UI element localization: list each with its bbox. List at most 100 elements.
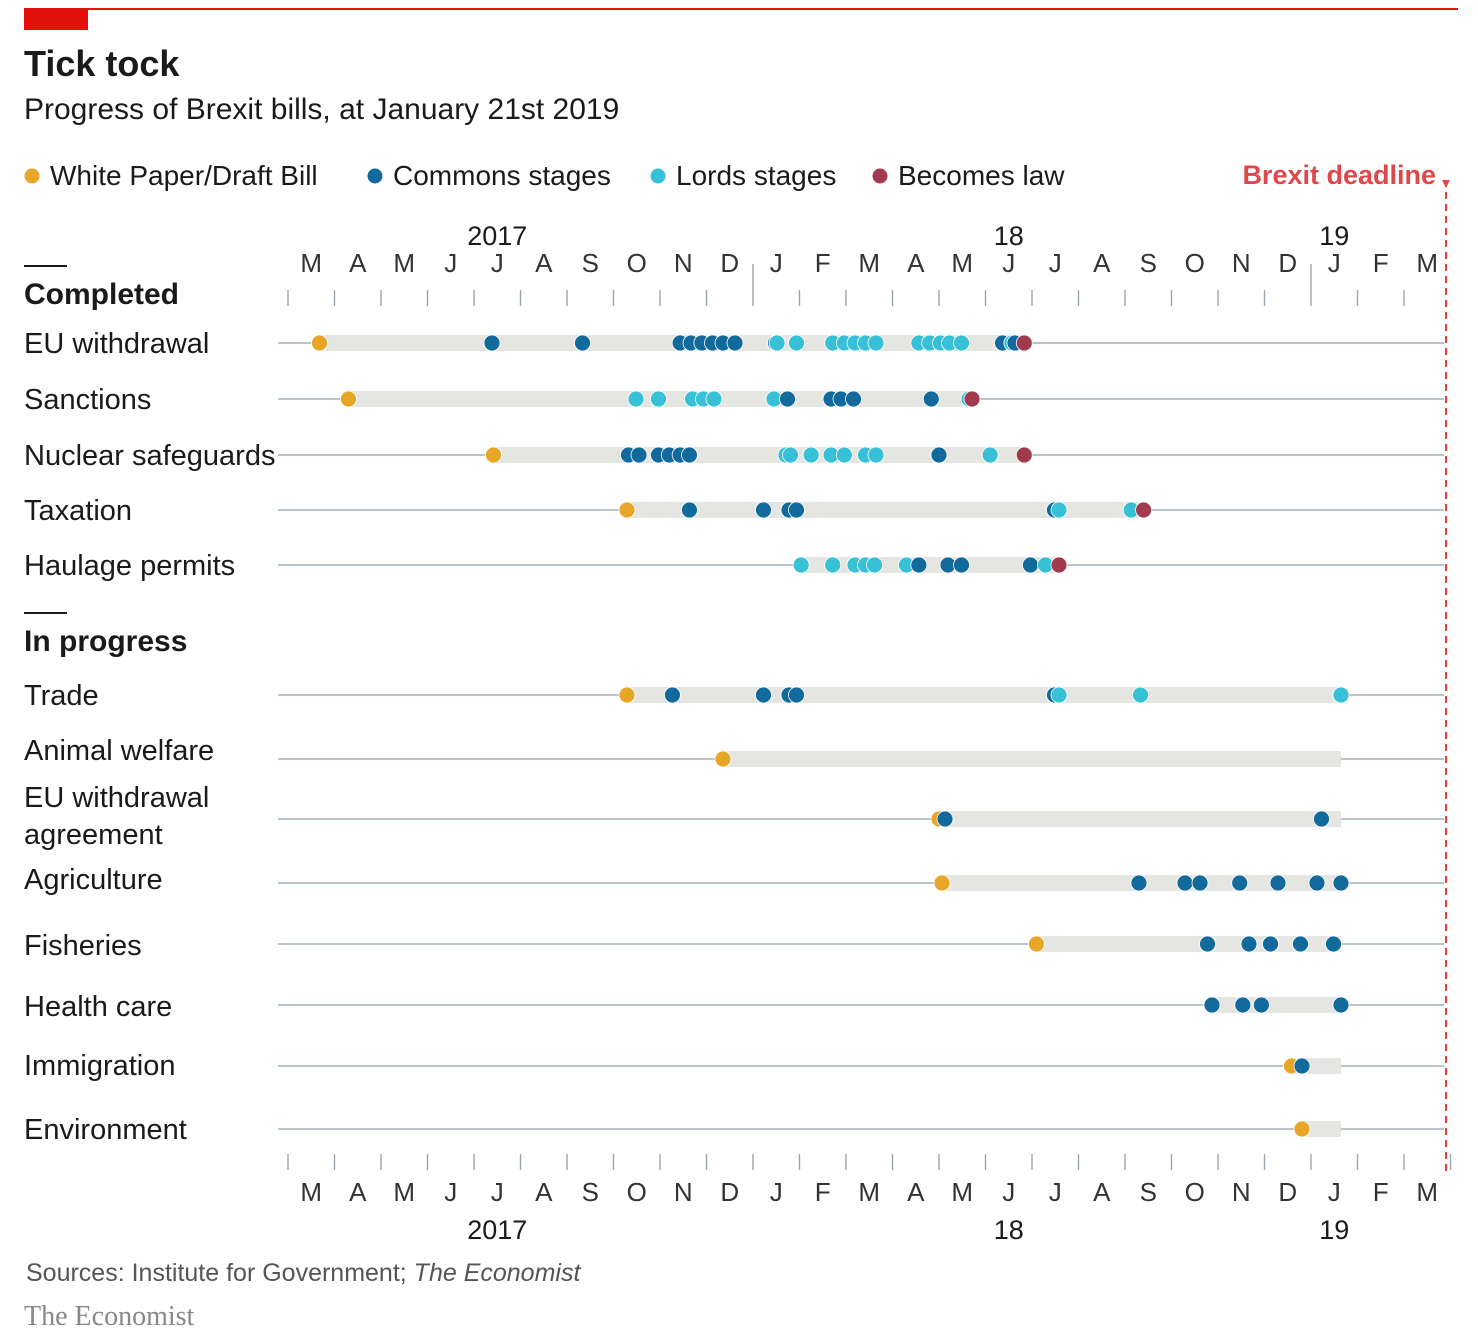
bottom-month-label: M bbox=[858, 1177, 880, 1207]
stage-dot-commons bbox=[1269, 874, 1287, 892]
bill-duration-band bbox=[940, 811, 1341, 827]
legend-law-dot bbox=[872, 168, 888, 184]
top-month-label: M bbox=[300, 248, 322, 278]
bottom-month-label: J bbox=[1002, 1177, 1015, 1207]
bottom-month-label: M bbox=[951, 1177, 973, 1207]
stage-dot-lords bbox=[867, 334, 885, 352]
stage-dot-lords bbox=[1332, 686, 1350, 704]
top-month-label: A bbox=[1093, 248, 1111, 278]
stage-dot-commons bbox=[483, 334, 501, 352]
top-month-label: A bbox=[349, 248, 367, 278]
bottom-month-label: A bbox=[349, 1177, 367, 1207]
section-heading-completed: Completed bbox=[24, 278, 179, 311]
bill-duration-band bbox=[723, 751, 1341, 767]
stage-dot-commons bbox=[910, 556, 928, 574]
bill-duration-band bbox=[1212, 997, 1341, 1013]
legend-commons-dot bbox=[367, 168, 383, 184]
stage-dot-law bbox=[1050, 556, 1068, 574]
bottom-year-label: 18 bbox=[994, 1215, 1024, 1245]
bill-label: Nuclear safeguards bbox=[24, 440, 275, 472]
bill-row-eu-withdrawal-agreement: EU withdrawal agreement bbox=[24, 782, 1444, 851]
bill-label: Health care bbox=[24, 991, 172, 1023]
stage-dot-commons bbox=[936, 810, 954, 828]
bill-row-animal-welfare: Animal welfare bbox=[24, 735, 1444, 768]
stage-dot-commons bbox=[726, 334, 744, 352]
stage-dot-lords bbox=[867, 446, 885, 464]
top-month-label: J bbox=[491, 248, 504, 278]
stage-dot-law bbox=[963, 390, 981, 408]
stage-dot-commons bbox=[1240, 935, 1258, 953]
top-month-label: J bbox=[1049, 248, 1062, 278]
bottom-month-label: M bbox=[300, 1177, 322, 1207]
stage-dot-commons bbox=[630, 446, 648, 464]
stage-dot-draft bbox=[1293, 1120, 1311, 1138]
top-year-label: 19 bbox=[1319, 221, 1349, 251]
bill-label: Fisheries bbox=[24, 930, 142, 962]
stage-dot-commons bbox=[1234, 996, 1252, 1014]
bottom-month-label: J bbox=[444, 1177, 457, 1207]
bill-row-nuclear-safeguards: Nuclear safeguards bbox=[24, 440, 1444, 472]
top-month-label: A bbox=[535, 248, 553, 278]
stage-dot-law bbox=[1015, 446, 1033, 464]
stage-dot-lords bbox=[953, 334, 970, 352]
top-rule bbox=[24, 8, 1458, 10]
bottom-month-label: D bbox=[720, 1177, 739, 1207]
stage-dot-commons bbox=[1191, 874, 1209, 892]
top-month-label: N bbox=[674, 248, 693, 278]
legend-draft-label: White Paper/Draft Bill bbox=[50, 160, 318, 191]
stage-dot-commons bbox=[1231, 874, 1249, 892]
stage-dot-commons bbox=[681, 501, 698, 519]
bill-row-eu-withdrawal: EU withdrawal bbox=[24, 328, 1444, 360]
bill-duration-band bbox=[1302, 1121, 1341, 1137]
stage-dot-draft bbox=[714, 750, 732, 768]
stage-dot-lords bbox=[1050, 501, 1068, 519]
bill-label: Environment bbox=[24, 1114, 187, 1146]
chart-title: Tick tock bbox=[24, 43, 180, 84]
top-month-label: M bbox=[1416, 248, 1438, 278]
stage-dot-lords bbox=[835, 446, 853, 464]
stage-dot-commons bbox=[788, 686, 805, 704]
stage-dot-lords bbox=[705, 390, 723, 408]
bottom-month-label: J bbox=[1049, 1177, 1062, 1207]
bill-row-taxation: Taxation bbox=[24, 495, 1444, 527]
stage-dot-law bbox=[1015, 334, 1033, 352]
bottom-month-label: M bbox=[393, 1177, 415, 1207]
stage-dot-commons bbox=[1253, 996, 1270, 1014]
stage-dot-commons bbox=[845, 390, 862, 408]
stage-dot-commons bbox=[1332, 996, 1350, 1014]
source-publication: The Economist bbox=[413, 1259, 581, 1287]
top-month-label: S bbox=[582, 248, 599, 278]
top-month-label: S bbox=[1140, 248, 1157, 278]
bottom-month-label: A bbox=[535, 1177, 553, 1207]
stage-dot-lords bbox=[1132, 686, 1149, 704]
stage-dot-lords bbox=[788, 334, 805, 352]
stage-dot-commons bbox=[1022, 556, 1039, 574]
brexit-deadline-label: Brexit deadline bbox=[1242, 160, 1436, 190]
stage-dot-commons bbox=[1308, 874, 1326, 892]
brexit-bills-chart: White Paper/Draft Bill Commons stages Lord… bbox=[24, 160, 1452, 1245]
top-month-label: N bbox=[1232, 248, 1251, 278]
bill-row-sanctions: Sanctions bbox=[24, 384, 1444, 416]
top-month-label: O bbox=[627, 248, 647, 278]
stage-dot-commons bbox=[953, 556, 970, 574]
bottom-month-label: A bbox=[907, 1177, 925, 1207]
top-month-label: J bbox=[1328, 248, 1341, 278]
legend-item-law: Becomes law bbox=[872, 160, 1065, 191]
bottom-month-label: A bbox=[1093, 1177, 1111, 1207]
stage-dot-draft bbox=[1028, 935, 1045, 953]
stage-dot-commons bbox=[930, 446, 948, 464]
stage-dot-commons bbox=[574, 334, 591, 352]
bill-label: EU withdrawal bbox=[24, 328, 209, 360]
top-month-label: O bbox=[1185, 248, 1205, 278]
stage-dot-commons bbox=[1293, 1057, 1311, 1075]
stage-dot-lords bbox=[792, 556, 810, 574]
stage-dot-lords bbox=[824, 556, 842, 574]
bottom-month-label: J bbox=[491, 1177, 504, 1207]
stage-dot-commons bbox=[1313, 810, 1330, 828]
brexit-deadline-arrow bbox=[1442, 180, 1450, 188]
stage-dot-draft bbox=[618, 686, 636, 704]
stage-dot-lords bbox=[866, 556, 883, 574]
bill-row-haulage-permits: Haulage permits bbox=[24, 550, 1444, 582]
stage-dot-draft bbox=[618, 501, 636, 519]
stage-dot-commons bbox=[922, 390, 940, 408]
